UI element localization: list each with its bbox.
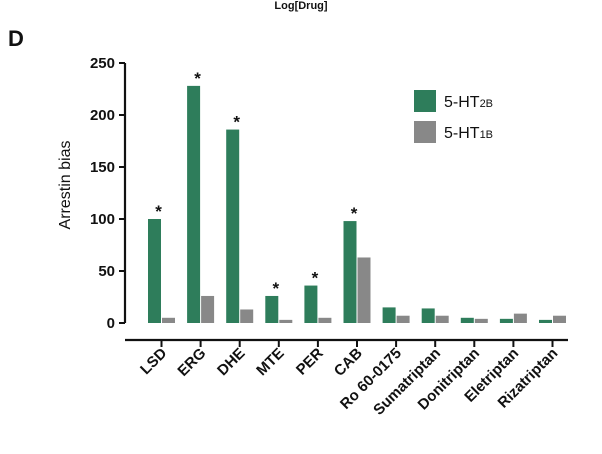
bar-5ht2b-ro-60-0175: [382, 307, 396, 323]
legend-swatch: [414, 121, 436, 143]
x-tick-label: MTE: [253, 345, 287, 379]
significance-star: *: [233, 113, 240, 132]
y-tick-label: 0: [107, 315, 115, 332]
bar-5ht1b-sumatriptan: [435, 315, 449, 323]
bar-5ht2b-per: [304, 285, 318, 323]
significance-star: *: [155, 202, 162, 221]
panel-letter: D: [8, 26, 24, 51]
bar-5ht2b-erg: [187, 85, 201, 323]
bar-5ht1b-erg: [201, 295, 215, 323]
bar-5ht2b-cab: [343, 221, 357, 323]
x-tick-label: PER: [293, 345, 327, 379]
bar-5ht1b-dhe: [240, 309, 254, 323]
legend-swatch: [414, 90, 436, 112]
bar-5ht1b-lsd: [162, 317, 175, 323]
bar-5ht1b-rizatriptan: [553, 315, 566, 323]
bar-5ht1b-ro-60-0175: [396, 315, 410, 323]
bar-5ht2b-dhe: [226, 129, 240, 323]
bar-5ht1b-per: [318, 317, 332, 323]
bar-5ht1b-donitriptan: [474, 318, 488, 323]
bar-5ht1b-eletriptan: [513, 313, 527, 323]
x-tick-label: ERG: [174, 345, 209, 380]
bar-5ht2b-lsd: [148, 219, 161, 323]
y-tick-label: 250: [90, 55, 115, 72]
y-tick-label: 200: [90, 107, 115, 124]
header-label: Log[Drug]: [274, 0, 328, 12]
significance-star: *: [351, 204, 358, 223]
significance-star: *: [194, 69, 201, 88]
y-tick-label: 50: [98, 263, 115, 280]
bar-5ht2b-mte: [265, 295, 279, 323]
bar-5ht1b-mte: [279, 319, 293, 323]
y-tick-label: 150: [90, 159, 115, 176]
legend-label: 5-HT1B: [444, 125, 493, 142]
significance-star: *: [272, 279, 279, 298]
significance-star: *: [312, 269, 319, 288]
bar-5ht2b-sumatriptan: [421, 308, 435, 323]
legend-label: 5-HT2B: [444, 94, 493, 111]
bar-5ht1b-cab: [357, 257, 371, 323]
bar-5ht2b-eletriptan: [499, 318, 513, 323]
bar-5ht2b-rizatriptan: [539, 319, 552, 323]
x-tick-label: LSD: [137, 345, 170, 378]
bar-5ht2b-donitriptan: [460, 317, 474, 323]
x-tick-label: DHE: [214, 345, 248, 379]
y-axis-label: Arrestin bias: [57, 141, 74, 230]
x-tick-label: CAB: [331, 345, 366, 380]
y-tick-label: 100: [90, 211, 115, 228]
